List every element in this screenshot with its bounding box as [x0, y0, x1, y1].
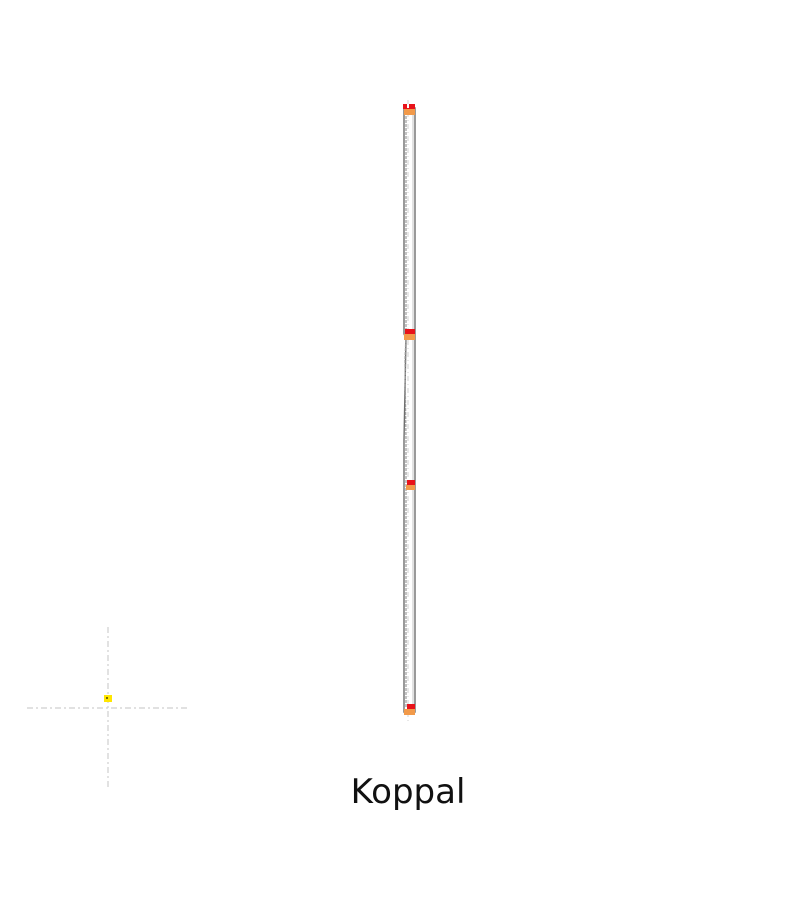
strip-inner-lines: [404, 112, 414, 708]
marker-2: [404, 329, 415, 340]
marker-4-bottom: [404, 709, 415, 715]
marker-2-bottom: [404, 334, 415, 340]
origin-marker-dot: [106, 697, 108, 699]
origin-crosshair: [27, 627, 188, 790]
marker-1-notch: [407, 104, 409, 108]
marker-3-bottom: [406, 485, 415, 490]
diagram-caption: Koppal: [350, 772, 466, 812]
marker-4-top: [407, 704, 415, 709]
marker-1: [403, 104, 415, 115]
marker-3-top: [407, 480, 415, 485]
inner-line-left: [404, 112, 407, 708]
marker-2-top: [405, 329, 415, 334]
marker-3: [406, 480, 415, 490]
marker-1-bottom: [404, 109, 415, 115]
marker-4: [404, 704, 415, 715]
